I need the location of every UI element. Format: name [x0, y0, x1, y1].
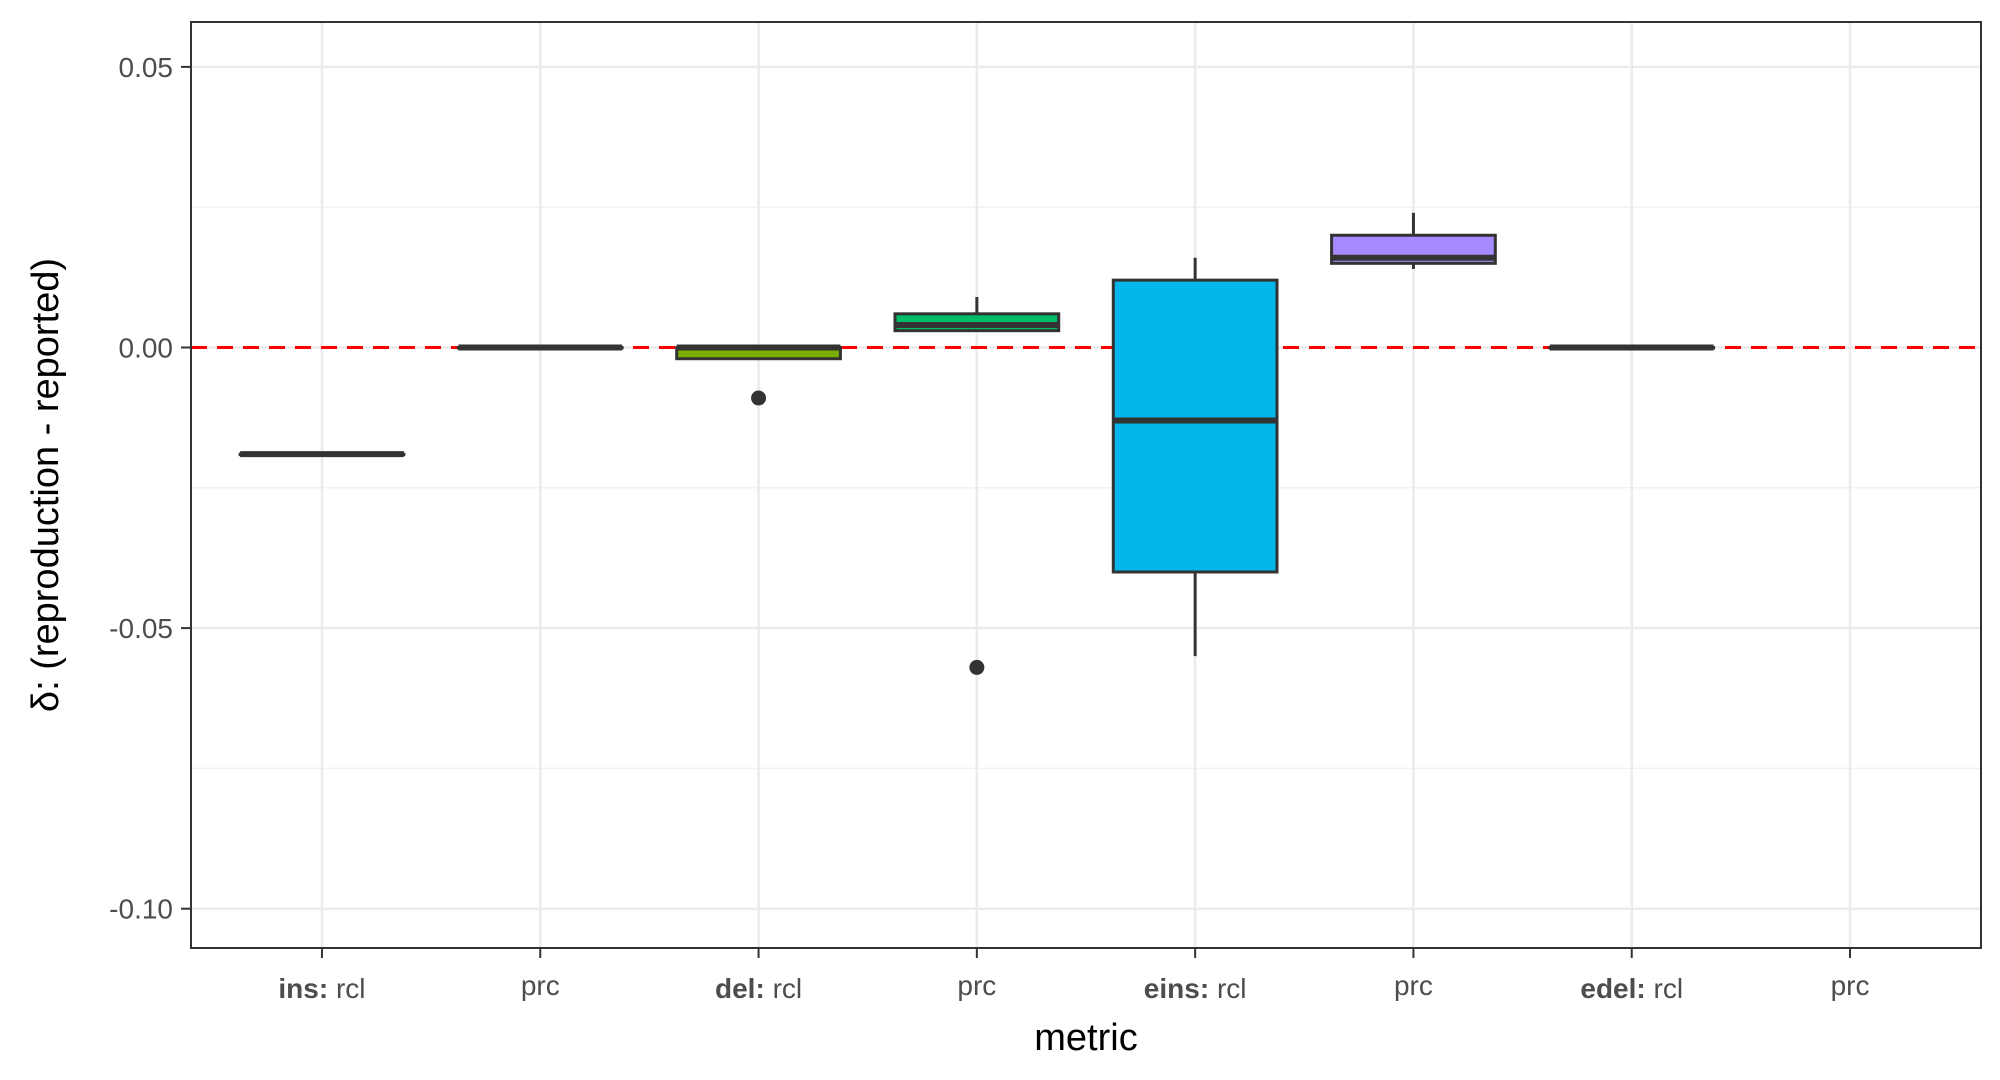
- x-tick-label: edel: rcl: [1580, 973, 1683, 1004]
- x-tick-label-metric: rcl: [336, 973, 366, 1004]
- x-tick-label-metric: rcl: [1654, 973, 1684, 1004]
- y-tick-label: -0.10: [109, 894, 173, 925]
- x-tick-label-prefix: del:: [715, 973, 773, 1004]
- x-tick-label-metric: prc: [1394, 970, 1433, 1001]
- boxes: [238, 212, 1716, 675]
- panel-background: [191, 22, 1981, 948]
- x-tick-label-metric: prc: [957, 970, 996, 1001]
- x-tick-label: prc: [1394, 970, 1433, 1001]
- panel-border: [190, 21, 1982, 949]
- y-axis: 0.05 0.00 -0.05 -0.10: [109, 52, 191, 925]
- x-tick-label-prefix: ins:: [278, 973, 336, 1004]
- x-axis: ins: rcl prc del: rcl prc eins: rcl prc edel: …: [278, 948, 1869, 1004]
- box-3: [893, 296, 1061, 675]
- box-2: [675, 344, 842, 406]
- x-tick-label-metric: prc: [1831, 970, 1870, 1001]
- x-tick-label: prc: [1831, 970, 1870, 1001]
- x-tick-label-prefix: eins:: [1144, 973, 1217, 1004]
- x-tick-label: prc: [957, 970, 996, 1001]
- x-tick-label-metric: rcl: [1217, 973, 1247, 1004]
- box-4: [1111, 257, 1279, 657]
- y-tick-label: -0.05: [109, 613, 173, 644]
- x-tick-label-metric: prc: [521, 970, 560, 1001]
- box-body: [1111, 278, 1279, 574]
- x-tick-label: ins: rcl: [278, 973, 365, 1004]
- x-tick-label: eins: rcl: [1144, 973, 1247, 1004]
- box-1: [456, 344, 624, 351]
- y-tick-label: 0.00: [119, 333, 174, 364]
- y-axis-title: δ: (reproduction - reported): [25, 258, 67, 712]
- outlier-point: [969, 659, 985, 675]
- box-5: [1330, 212, 1497, 269]
- box-6: [1548, 344, 1716, 351]
- outlier-point: [751, 390, 767, 406]
- y-tick-label: 0.05: [119, 52, 174, 83]
- x-tick-label-metric: rcl: [773, 973, 803, 1004]
- x-tick-label-prefix: edel:: [1580, 973, 1653, 1004]
- x-axis-title: metric: [1034, 1017, 1137, 1059]
- x-tick-label: del: rcl: [715, 973, 802, 1004]
- x-tick-label: prc: [521, 970, 560, 1001]
- box-0: [238, 451, 406, 458]
